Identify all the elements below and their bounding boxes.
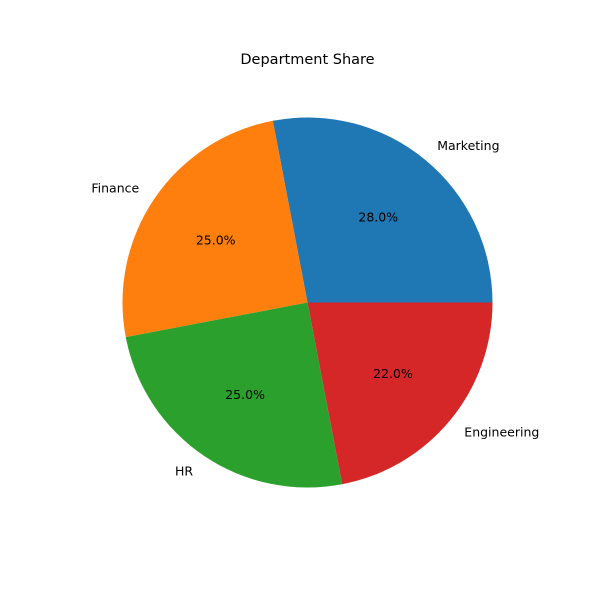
slice-label: Marketing <box>437 138 499 153</box>
pie-slice-hr <box>125 302 343 488</box>
pie-slice-finance <box>122 120 308 338</box>
slice-percentage-label: 25.0% <box>196 233 236 248</box>
slice-label: Engineering <box>464 425 539 440</box>
slice-label: Finance <box>91 181 139 196</box>
slice-label: HR <box>175 463 193 478</box>
pie-slices <box>122 117 493 488</box>
slice-percentage-label: 28.0% <box>358 209 398 224</box>
slice-percentage-label: 22.0% <box>373 366 413 381</box>
pie-labels: Marketing 28.0% Finance 25.0% HR 25.0% Enginee… <box>91 138 539 478</box>
pie-slice-marketing <box>272 117 493 303</box>
slice-percentage-label: 25.0% <box>225 387 265 402</box>
pie-slice-engineering <box>307 302 493 485</box>
chart-title: Department Share <box>240 52 374 68</box>
